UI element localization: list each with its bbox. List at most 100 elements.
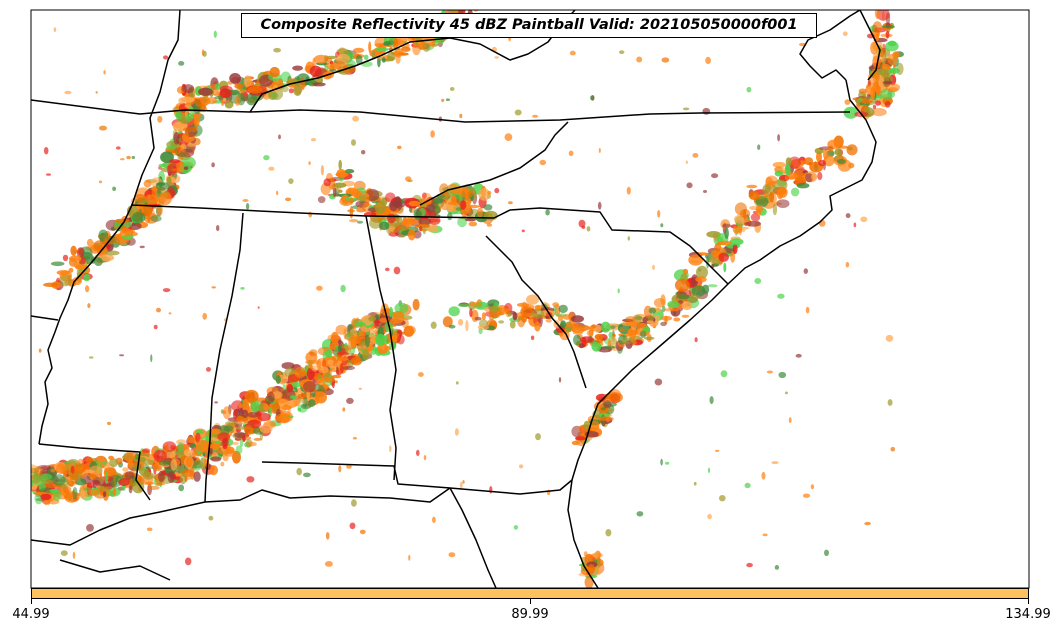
reflectivity-echo (885, 30, 890, 39)
reflectivity-echo (341, 343, 345, 349)
reflectivity-echo (415, 223, 430, 229)
reflectivity-echo (244, 424, 253, 436)
reflectivity-echo (175, 160, 184, 173)
reflectivity-echo (70, 465, 75, 474)
reflectivity-echo (103, 490, 107, 498)
reflectivity-echo (18, 468, 29, 479)
reflectivity-echo (447, 212, 453, 221)
reflectivity-echo (133, 194, 146, 203)
reflectivity-echo (163, 55, 169, 60)
reflectivity-echo (269, 66, 280, 78)
reflectivity-echo (209, 443, 221, 449)
reflectivity-echo (352, 343, 356, 348)
reflectivity-echo (371, 51, 376, 60)
reflectivity-echo (329, 342, 336, 350)
reflectivity-echo (158, 460, 171, 466)
reflectivity-echo (746, 562, 753, 568)
reflectivity-echo (777, 134, 780, 142)
reflectivity-echo (344, 169, 355, 174)
reflectivity-echo (303, 472, 311, 478)
reflectivity-echo (575, 436, 586, 441)
reflectivity-echo (229, 73, 242, 84)
reflectivity-echo (162, 441, 177, 452)
reflectivity-echo (516, 302, 530, 307)
reflectivity-echo (724, 227, 729, 240)
reflectivity-echo (889, 67, 901, 74)
reflectivity-echo (273, 47, 281, 53)
reflectivity-echo (37, 473, 53, 480)
reflectivity-echo (598, 148, 601, 153)
reflectivity-echo (347, 209, 355, 213)
reflectivity-echo (709, 396, 714, 405)
reflectivity-echo (603, 345, 616, 349)
reflectivity-echo (878, 76, 885, 88)
reflectivity-echo (593, 551, 599, 559)
reflectivity-echo (608, 408, 613, 413)
reflectivity-echo (351, 139, 356, 146)
reflectivity-echo (62, 254, 69, 262)
reflectivity-echo (182, 84, 195, 94)
reflectivity-echo (153, 449, 167, 463)
reflectivity-echo (636, 56, 643, 63)
reflectivity-echo (281, 405, 292, 411)
reflectivity-echo (185, 113, 194, 122)
reflectivity-echo (652, 264, 655, 270)
reflectivity-echo (457, 185, 470, 198)
reflectivity-echo (222, 406, 231, 420)
reflectivity-echo (526, 294, 539, 305)
reflectivity-echo (810, 484, 815, 490)
reflectivity-echo (610, 325, 616, 329)
reflectivity-echo (619, 50, 625, 55)
reflectivity-echo (219, 88, 232, 98)
reflectivity-echo (356, 207, 366, 213)
reflectivity-echo (802, 493, 811, 498)
reflectivity-echo (317, 196, 326, 204)
reflectivity-echo (423, 454, 427, 461)
reflectivity-echo (404, 325, 416, 335)
reflectivity-echo (193, 116, 200, 127)
reflectivity-echo (31, 472, 42, 484)
reflectivity-echo (308, 211, 313, 218)
reflectivity-echo (647, 314, 655, 321)
reflectivity-echo (460, 481, 463, 489)
reflectivity-echo (842, 31, 848, 36)
reflectivity-echo (251, 400, 260, 413)
reflectivity-echo (80, 490, 86, 499)
reflectivity-echo (707, 284, 718, 288)
reflectivity-echo (166, 176, 172, 185)
reflectivity-echo (875, 31, 880, 42)
colorbar-tick-label-mid: 89.99 (511, 607, 549, 622)
reflectivity-echo (762, 533, 768, 537)
reflectivity-echo (778, 371, 787, 379)
reflectivity-echo (777, 293, 785, 299)
reflectivity-echo (99, 254, 115, 262)
reflectivity-echo (86, 524, 94, 532)
reflectivity-echo (590, 420, 600, 431)
map-title: Composite Reflectivity 45 dBZ Paintball … (241, 13, 817, 38)
reflectivity-echo (141, 200, 147, 204)
reflectivity-echo (730, 250, 736, 263)
reflectivity-echo (844, 99, 851, 105)
reflectivity-echo (97, 485, 110, 492)
reflectivity-echo (222, 97, 227, 102)
reflectivity-echo (665, 461, 670, 465)
reflectivity-echo (150, 354, 153, 363)
reflectivity-echo (459, 113, 463, 119)
reflectivity-echo (297, 407, 302, 412)
reflectivity-echo (259, 424, 273, 434)
reflectivity-echo (707, 513, 712, 520)
reflectivity-echo (795, 353, 802, 358)
reflectivity-echo (209, 465, 218, 476)
reflectivity-echo (591, 341, 602, 352)
reflectivity-echo (715, 449, 720, 452)
reflectivity-echo (269, 78, 284, 90)
reflectivity-echo (785, 164, 791, 176)
reflectivity-echo (657, 210, 661, 218)
reflectivity-echo (394, 302, 409, 314)
reflectivity-echo (845, 213, 851, 219)
reflectivity-echo (358, 330, 366, 340)
reflectivity-echo (387, 51, 396, 62)
reflectivity-echo (162, 288, 171, 293)
reflectivity-echo (887, 399, 893, 406)
reflectivity-echo (274, 413, 290, 423)
